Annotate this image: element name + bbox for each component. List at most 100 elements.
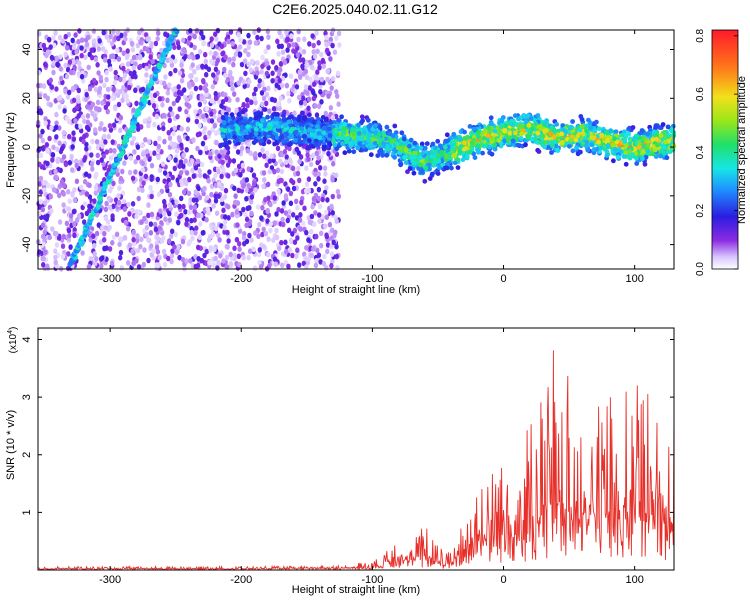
noise-cell bbox=[91, 77, 97, 84]
noise-cell bbox=[110, 95, 116, 101]
noise-cell bbox=[237, 261, 242, 268]
noise-cell bbox=[194, 118, 199, 125]
noise-cell bbox=[318, 89, 323, 95]
noise-cell bbox=[199, 30, 204, 36]
noise-cell bbox=[174, 147, 180, 154]
noise-cell bbox=[82, 157, 87, 163]
band-cell bbox=[356, 122, 361, 128]
noise-cell bbox=[247, 78, 252, 85]
noise-cell bbox=[122, 235, 128, 241]
noise-cell bbox=[311, 152, 316, 159]
noise-cell bbox=[168, 106, 173, 112]
noise-cell bbox=[226, 173, 231, 179]
noise-cell bbox=[204, 194, 210, 201]
noise-cell bbox=[42, 187, 47, 193]
noise-cell bbox=[278, 61, 284, 67]
noise-cell bbox=[110, 216, 115, 222]
noise-cell bbox=[147, 139, 152, 145]
noise-cell bbox=[245, 97, 250, 103]
noise-cell bbox=[274, 82, 279, 89]
noise-cell bbox=[68, 213, 74, 219]
band-cell bbox=[489, 151, 495, 157]
band-cell bbox=[314, 124, 320, 129]
noise-cell bbox=[160, 102, 165, 108]
noise-cell bbox=[159, 220, 164, 226]
noise-cell bbox=[107, 246, 113, 252]
noise-cell bbox=[304, 165, 309, 171]
noise-cell bbox=[137, 29, 142, 36]
noise-cell bbox=[167, 238, 172, 244]
noise-cell bbox=[241, 183, 246, 189]
noise-cell bbox=[67, 59, 73, 65]
noise-cell bbox=[63, 33, 68, 40]
noise-cell bbox=[44, 142, 49, 148]
noise-cell bbox=[329, 203, 334, 210]
noise-cell bbox=[130, 201, 136, 207]
band-cell bbox=[305, 145, 311, 151]
noise-cell bbox=[290, 252, 295, 259]
noise-cell bbox=[268, 221, 273, 227]
noise-cell bbox=[96, 222, 102, 228]
band-cell bbox=[288, 141, 293, 147]
noise-cell bbox=[202, 99, 208, 105]
noise-cell bbox=[112, 148, 117, 154]
noise-cell bbox=[312, 221, 317, 228]
noise-cell bbox=[77, 28, 82, 34]
noise-cell bbox=[311, 196, 317, 202]
noise-cell bbox=[217, 181, 222, 188]
noise-cell bbox=[319, 51, 324, 58]
noise-cell bbox=[276, 206, 281, 213]
noise-cell bbox=[93, 127, 98, 133]
noise-cell bbox=[118, 114, 124, 121]
noise-cell bbox=[116, 193, 121, 199]
noise-cell bbox=[89, 54, 95, 61]
noise-cell bbox=[38, 189, 44, 195]
noise-cell bbox=[84, 191, 90, 197]
band-cell bbox=[510, 122, 515, 127]
noise-cell bbox=[303, 84, 309, 90]
noise-cell bbox=[55, 61, 60, 68]
noise-cell bbox=[297, 262, 302, 268]
noise-cell bbox=[122, 199, 127, 205]
band-cell bbox=[416, 166, 421, 171]
noise-cell bbox=[236, 163, 242, 170]
noise-cell bbox=[291, 179, 296, 186]
noise-cell bbox=[195, 64, 201, 71]
noise-cell bbox=[59, 179, 65, 185]
noise-cell bbox=[118, 88, 123, 95]
band-cell bbox=[403, 154, 408, 160]
band-cell bbox=[469, 131, 475, 137]
noise-cell bbox=[61, 202, 66, 208]
noise-cell bbox=[195, 145, 200, 152]
noise-cell bbox=[68, 244, 73, 250]
noise-cell bbox=[72, 227, 77, 233]
noise-cell bbox=[258, 264, 264, 270]
noise-cell bbox=[246, 61, 251, 68]
noise-cell bbox=[216, 232, 221, 239]
noise-cell bbox=[311, 42, 316, 49]
noise-cell bbox=[265, 208, 270, 214]
noise-cell bbox=[295, 170, 301, 177]
noise-cell bbox=[301, 49, 307, 55]
noise-cell bbox=[144, 224, 150, 231]
noise-cell bbox=[272, 195, 277, 201]
noise-cell bbox=[237, 51, 242, 57]
noise-cell bbox=[196, 212, 201, 219]
noise-cell bbox=[226, 215, 231, 221]
band-cell bbox=[623, 161, 629, 167]
noise-cell bbox=[334, 172, 339, 179]
noise-cell bbox=[232, 91, 237, 97]
noise-cell bbox=[282, 149, 288, 155]
noise-cell bbox=[270, 96, 275, 103]
noise-cell bbox=[310, 33, 315, 39]
noise-cell bbox=[177, 70, 183, 76]
band-cell bbox=[307, 138, 312, 143]
noise-cell bbox=[89, 152, 94, 158]
noise-cell bbox=[79, 73, 85, 80]
noise-cell bbox=[213, 198, 219, 204]
noise-cell bbox=[247, 39, 253, 45]
noise-cell bbox=[283, 259, 288, 266]
noise-cell bbox=[43, 61, 48, 68]
noise-cell bbox=[172, 44, 177, 51]
noise-cell bbox=[325, 47, 330, 54]
